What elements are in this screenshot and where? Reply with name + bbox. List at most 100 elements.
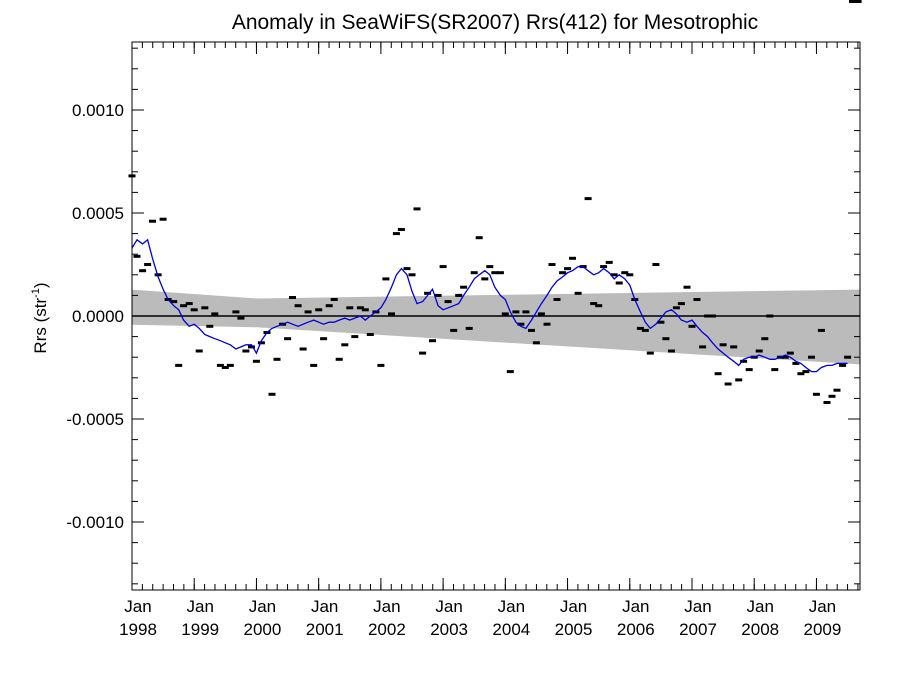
anomaly-point bbox=[781, 355, 789, 359]
anomaly-point bbox=[149, 219, 156, 223]
anomaly-point bbox=[512, 310, 520, 314]
anomaly-point-mark bbox=[641, 328, 649, 332]
anomaly-point bbox=[553, 298, 561, 301]
anomaly-point-mark bbox=[735, 378, 743, 382]
anomaly-point bbox=[605, 260, 613, 264]
anomaly-point bbox=[310, 363, 318, 367]
anomaly-point-mark bbox=[745, 368, 753, 372]
anomaly-point bbox=[252, 359, 260, 363]
anomaly-point bbox=[688, 324, 696, 328]
anomaly-point-mark bbox=[683, 285, 691, 289]
anomaly-point bbox=[646, 351, 654, 355]
anomaly-point bbox=[496, 271, 504, 275]
anomaly-point bbox=[626, 273, 634, 277]
anomaly-point-mark bbox=[341, 343, 349, 347]
anomaly-point-mark bbox=[211, 312, 219, 316]
anomaly-point-mark bbox=[190, 308, 198, 312]
anomaly-point bbox=[714, 372, 722, 376]
anomaly-point-mark bbox=[506, 370, 514, 374]
anomaly-point-mark bbox=[133, 254, 141, 258]
anomaly-point bbox=[335, 357, 343, 361]
anomaly-point bbox=[486, 265, 494, 269]
anomaly-point bbox=[481, 277, 489, 281]
anomaly-point-mark bbox=[429, 339, 436, 343]
anomaly-point-mark bbox=[699, 345, 707, 349]
anomaly-point bbox=[817, 328, 825, 332]
anomaly-point-mark bbox=[268, 392, 276, 396]
anomaly-point-mark bbox=[590, 302, 598, 306]
anomaly-point bbox=[257, 341, 265, 345]
anomaly-point-mark bbox=[677, 302, 685, 306]
anomaly-point bbox=[403, 267, 411, 271]
anomaly-point bbox=[248, 345, 255, 349]
anomaly-point bbox=[201, 306, 209, 310]
anomaly-point-mark bbox=[392, 232, 400, 236]
anomaly-point bbox=[522, 310, 530, 314]
anomaly-point-mark bbox=[315, 308, 323, 312]
anomaly-point bbox=[491, 271, 499, 275]
anomaly-point-mark bbox=[532, 341, 540, 345]
anomaly-point bbox=[206, 324, 214, 328]
anomaly-point-mark bbox=[652, 263, 660, 266]
anomaly-point-mark bbox=[294, 304, 302, 308]
anomaly-point bbox=[180, 304, 188, 308]
anomaly-point-mark bbox=[755, 349, 763, 353]
anomaly-point bbox=[668, 349, 675, 353]
anomaly-point bbox=[382, 277, 390, 281]
anomaly-point bbox=[802, 370, 810, 374]
anomaly-point bbox=[517, 322, 525, 326]
anomaly-point-mark bbox=[626, 273, 634, 277]
x-tick-year-label: 1999 bbox=[181, 620, 219, 639]
x-tick-year-label: 2009 bbox=[804, 620, 842, 639]
x-tick-month-label: Jan bbox=[498, 597, 525, 616]
anomaly-point bbox=[833, 388, 841, 392]
anomaly-point bbox=[465, 326, 473, 330]
anomaly-point bbox=[574, 291, 582, 295]
anomaly-point-mark bbox=[170, 300, 178, 304]
anomaly-point-mark bbox=[839, 363, 847, 367]
anomaly-point-mark bbox=[802, 370, 810, 374]
anomaly-point-mark bbox=[335, 357, 343, 361]
x-tick-month-label: Jan bbox=[560, 597, 587, 616]
anomaly-point bbox=[808, 355, 815, 359]
anomaly-point-mark bbox=[242, 349, 250, 353]
anomaly-point-mark bbox=[310, 363, 318, 367]
y-tick-label: -0.0005 bbox=[66, 410, 124, 429]
anomaly-point-mark bbox=[382, 277, 390, 281]
anomaly-point bbox=[662, 337, 670, 341]
anomaly-point-mark bbox=[812, 392, 820, 396]
anomaly-point bbox=[325, 304, 333, 308]
anomaly-point bbox=[823, 401, 831, 404]
anomaly-point-mark bbox=[185, 302, 193, 306]
plot-area bbox=[128, 0, 862, 404]
anomaly-point bbox=[532, 341, 540, 345]
anomaly-point-mark bbox=[797, 372, 805, 376]
anomaly-point-mark bbox=[615, 281, 623, 285]
anomaly-point bbox=[709, 314, 716, 318]
anomaly-point-mark bbox=[320, 337, 328, 341]
anomaly-point bbox=[719, 343, 727, 347]
anomaly-point bbox=[761, 337, 769, 341]
anomaly-point bbox=[346, 306, 354, 310]
anomaly-point-mark bbox=[408, 273, 416, 277]
anomaly-point-mark bbox=[662, 337, 670, 341]
anomaly-point-mark bbox=[346, 306, 354, 310]
anomaly-point bbox=[444, 300, 452, 304]
anomaly-point-mark bbox=[808, 355, 815, 359]
anomaly-point-mark bbox=[849, 0, 856, 3]
axes: 0.0010 0.0005 0.0000 -0.0005 -0.0010 Jan 1998 J… bbox=[66, 41, 861, 639]
anomaly-point-mark bbox=[730, 345, 738, 349]
anomaly-point bbox=[745, 368, 753, 372]
anomaly-point bbox=[439, 265, 447, 269]
anomaly-point bbox=[652, 263, 660, 266]
anomaly-point-mark bbox=[724, 382, 732, 386]
anomaly-point-mark bbox=[657, 320, 665, 324]
anomaly-point bbox=[543, 322, 551, 326]
anomaly-point bbox=[221, 366, 229, 369]
anomaly-point bbox=[419, 351, 427, 355]
anomaly-point-mark bbox=[397, 228, 405, 231]
anomaly-point-mark bbox=[553, 298, 561, 301]
anomaly-point bbox=[232, 310, 240, 314]
anomaly-point-mark bbox=[330, 298, 338, 301]
x-tick-month-label: Jan bbox=[809, 597, 836, 616]
